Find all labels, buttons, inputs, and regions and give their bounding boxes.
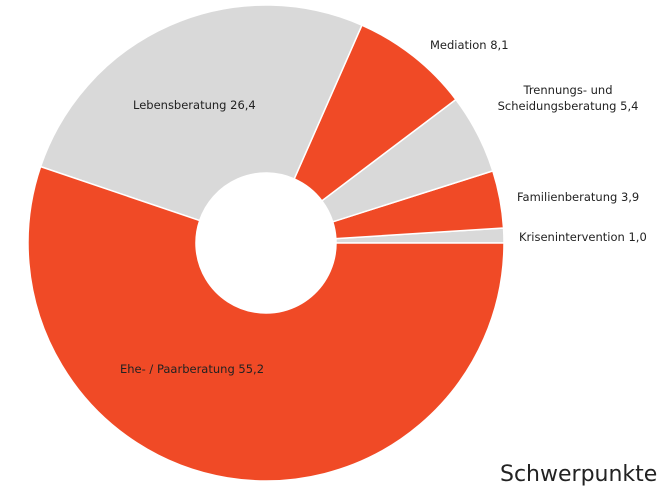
slice-label: Lebensberatung 26,4 bbox=[133, 97, 256, 113]
slice-label: Familienberatung 3,9 bbox=[517, 189, 639, 205]
donut-slice bbox=[39, 4, 363, 222]
value-label: 26,4 bbox=[230, 98, 256, 112]
donut-slice bbox=[27, 165, 505, 482]
category-label: Krisenintervention bbox=[519, 230, 625, 244]
value-label: 1,0 bbox=[628, 230, 647, 244]
chart-title: Schwerpunkte bbox=[500, 462, 658, 486]
slice-label: Krisenintervention 1,0 bbox=[519, 229, 647, 245]
value-label: 3,9 bbox=[620, 190, 640, 204]
value-label: 8,1 bbox=[490, 38, 509, 52]
slice-label: Trennungs- und Scheidungsberatung 5,4 bbox=[483, 82, 653, 114]
value-label: 5,4 bbox=[620, 99, 639, 113]
category-label: Mediation bbox=[430, 38, 487, 52]
category-label: Familienberatung bbox=[517, 190, 618, 204]
slice-label: Mediation 8,1 bbox=[430, 37, 509, 53]
category-label: Lebensberatung bbox=[133, 98, 227, 112]
slice-label: Ehe- / Paarberatung 55,2 bbox=[120, 361, 264, 377]
category-label: Trennungs- und Scheidungsberatung bbox=[497, 83, 617, 113]
value-label: 55,2 bbox=[238, 362, 265, 376]
category-label: Ehe- / Paarberatung bbox=[120, 362, 235, 376]
